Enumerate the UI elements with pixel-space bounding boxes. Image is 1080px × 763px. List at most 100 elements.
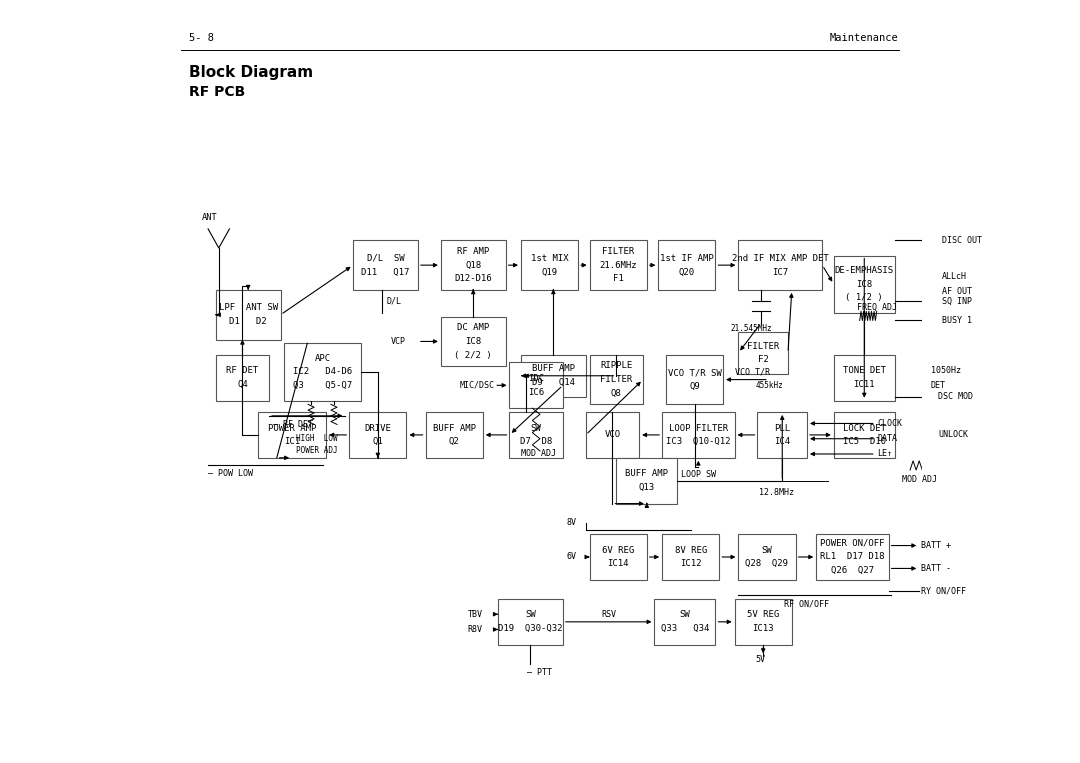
Text: LE↑: LE↑ [877, 449, 892, 459]
Text: IC8: IC8 [856, 280, 873, 288]
Text: 1st MIX: 1st MIX [530, 254, 568, 262]
Text: VCP: VCP [391, 337, 406, 346]
Text: RF PCB: RF PCB [189, 85, 245, 98]
FancyBboxPatch shape [662, 412, 734, 458]
FancyBboxPatch shape [258, 412, 326, 458]
Text: — RF DET: — RF DET [273, 420, 313, 430]
Text: 5V: 5V [756, 655, 766, 665]
Text: 5V REG: 5V REG [747, 610, 780, 620]
FancyBboxPatch shape [739, 332, 788, 374]
FancyBboxPatch shape [216, 355, 269, 401]
Text: SW: SW [679, 610, 690, 620]
Text: IC6: IC6 [528, 388, 544, 397]
Text: Q3    Q5-Q7: Q3 Q5-Q7 [293, 382, 352, 390]
Text: IC2   D4-D6: IC2 D4-D6 [293, 368, 352, 376]
Text: MOD ADJ: MOD ADJ [521, 449, 556, 459]
Text: VCO T/R SW: VCO T/R SW [667, 369, 721, 377]
FancyBboxPatch shape [216, 290, 281, 340]
Text: 1st IF AMP: 1st IF AMP [660, 254, 714, 262]
Text: BUFF AMP: BUFF AMP [531, 365, 575, 373]
Text: IC13: IC13 [753, 624, 774, 633]
FancyBboxPatch shape [734, 599, 792, 645]
Text: Q8: Q8 [611, 389, 622, 398]
Text: DC AMP: DC AMP [457, 324, 489, 332]
FancyBboxPatch shape [590, 355, 643, 404]
Text: 8V REG: 8V REG [675, 546, 706, 555]
Text: RL1  D17 D18: RL1 D17 D18 [820, 552, 885, 562]
Text: Q4: Q4 [237, 380, 247, 389]
Text: F2: F2 [758, 356, 769, 364]
FancyBboxPatch shape [284, 343, 361, 401]
Text: IC3  Q10-Q12: IC3 Q10-Q12 [666, 437, 730, 446]
Text: VCO T/R: VCO T/R [734, 368, 770, 376]
FancyBboxPatch shape [834, 412, 895, 458]
Text: POWER AMP: POWER AMP [268, 423, 316, 433]
Text: FILTER: FILTER [747, 342, 780, 350]
Text: ( 2/2 ): ( 2/2 ) [455, 351, 492, 359]
FancyBboxPatch shape [441, 240, 505, 290]
Text: Maintenance: Maintenance [829, 33, 899, 43]
Text: Q1: Q1 [373, 437, 383, 446]
Text: RF DET: RF DET [227, 366, 258, 375]
Text: VCO: VCO [605, 430, 621, 439]
Text: IC7: IC7 [772, 268, 788, 276]
Text: IC14: IC14 [607, 559, 629, 568]
Text: AF OUT: AF OUT [942, 288, 972, 296]
Text: BATT -: BATT - [921, 564, 950, 573]
Text: IC12: IC12 [680, 559, 701, 568]
Text: TBV: TBV [468, 610, 483, 619]
Text: — PTT: — PTT [527, 668, 552, 678]
Text: Q20: Q20 [679, 268, 694, 276]
Text: D1   D2: D1 D2 [229, 317, 267, 326]
FancyBboxPatch shape [659, 240, 715, 290]
Text: D7  D8: D7 D8 [521, 437, 552, 446]
Text: 21.6MHz: 21.6MHz [599, 261, 637, 269]
Text: IC11: IC11 [853, 380, 875, 389]
Text: Q13: Q13 [638, 483, 654, 492]
Text: 12.8MHz: 12.8MHz [759, 488, 795, 497]
Text: 1050Hz: 1050Hz [931, 365, 960, 375]
Text: IC8: IC8 [465, 337, 482, 346]
Text: BUSY 1: BUSY 1 [942, 316, 972, 325]
Text: D12-D16: D12-D16 [455, 275, 492, 283]
Text: 455kHz: 455kHz [756, 381, 783, 390]
Text: MOD ADJ: MOD ADJ [903, 475, 937, 484]
FancyBboxPatch shape [426, 412, 483, 458]
Text: DRIVE: DRIVE [364, 423, 391, 433]
Text: 6V REG: 6V REG [602, 546, 634, 555]
FancyBboxPatch shape [757, 412, 807, 458]
FancyBboxPatch shape [349, 412, 406, 458]
Text: LPF  ANT SW: LPF ANT SW [218, 304, 278, 312]
Text: DET: DET [931, 381, 946, 390]
Text: MIC/DSC: MIC/DSC [460, 381, 495, 390]
FancyBboxPatch shape [353, 240, 418, 290]
Text: FILTER: FILTER [602, 247, 634, 256]
Text: POWER ON/OFF: POWER ON/OFF [820, 539, 885, 548]
FancyBboxPatch shape [739, 240, 822, 290]
Text: IC4: IC4 [774, 437, 791, 446]
FancyBboxPatch shape [834, 355, 895, 401]
Text: Q9: Q9 [689, 382, 700, 391]
Text: Q33   Q34: Q33 Q34 [661, 624, 710, 633]
Text: RF AMP: RF AMP [457, 247, 489, 256]
Text: TONE DET: TONE DET [842, 366, 886, 375]
Text: Q19: Q19 [541, 268, 557, 276]
Text: D19  Q30-Q32: D19 Q30-Q32 [498, 624, 563, 633]
Text: RY ON/OFF: RY ON/OFF [921, 587, 966, 596]
Text: D9   Q14: D9 Q14 [531, 378, 575, 387]
FancyBboxPatch shape [816, 534, 889, 580]
Text: SW: SW [525, 610, 536, 620]
Text: IC5  D10: IC5 D10 [842, 437, 886, 446]
Text: 8V: 8V [567, 518, 577, 527]
Text: LOOP FILTER: LOOP FILTER [669, 423, 728, 433]
Text: PLL: PLL [774, 423, 791, 433]
Text: — POW LOW: — POW LOW [208, 468, 253, 478]
FancyBboxPatch shape [521, 240, 578, 290]
Text: DSC MOD: DSC MOD [939, 392, 973, 401]
Text: IDC: IDC [528, 374, 544, 383]
Text: BATT +: BATT + [921, 541, 950, 550]
FancyBboxPatch shape [617, 458, 677, 504]
FancyBboxPatch shape [834, 256, 895, 313]
Text: POWER ADJ: POWER ADJ [296, 446, 337, 455]
FancyBboxPatch shape [654, 599, 715, 645]
